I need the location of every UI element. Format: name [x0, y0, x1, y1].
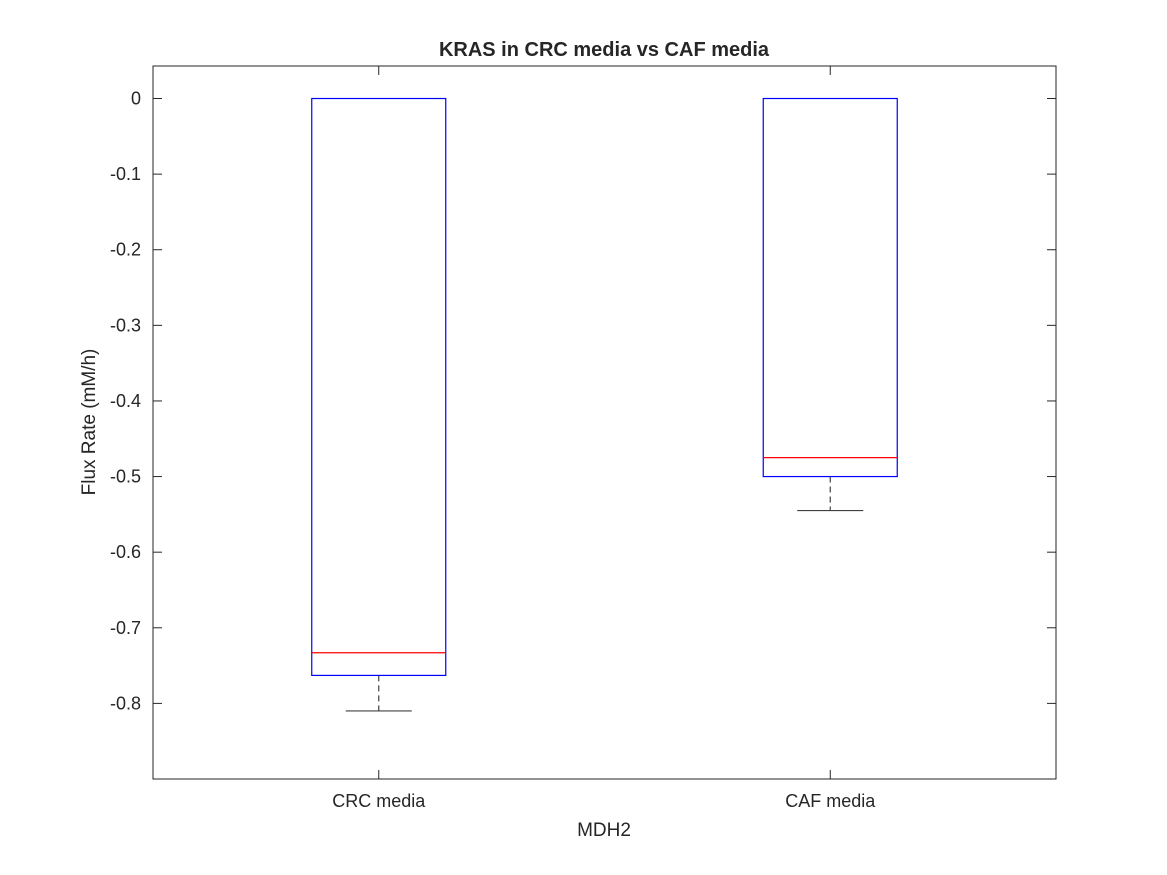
chart-title: KRAS in CRC media vs CAF media — [439, 39, 770, 61]
y-axis-label: Flux Rate (mM/h) — [79, 349, 100, 496]
y-tick-label: -0.2 — [110, 240, 141, 260]
y-tick-label: -0.5 — [110, 467, 141, 487]
y-tick-label: -0.1 — [110, 164, 141, 184]
axes-frame — [152, 65, 1057, 780]
box — [311, 97, 447, 677]
plot-area: 0 -0.1 -0.2 -0.3 -0.4 -0.5 -0.6 -0.7 -0.8 CRC med… — [110, 65, 1057, 811]
x-tick-label: CRC media — [332, 791, 426, 811]
y-tick-label: -0.8 — [110, 693, 141, 713]
x-axis-label: MDH2 — [577, 820, 631, 841]
x-tick-label: CAF media — [785, 791, 876, 811]
y-tick-label: 0 — [131, 89, 141, 109]
box — [762, 97, 898, 478]
y-tick-label: -0.7 — [110, 618, 141, 638]
y-tick-label: -0.6 — [110, 542, 141, 562]
y-tick-label: -0.4 — [110, 391, 141, 411]
y-tick-label: -0.3 — [110, 315, 141, 335]
